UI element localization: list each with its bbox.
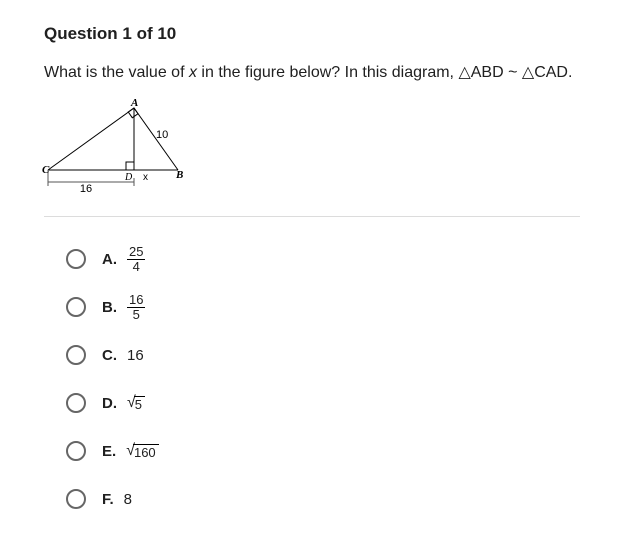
choice-B[interactable]: B. 165 xyxy=(66,285,580,329)
choice-D[interactable]: D. √5 xyxy=(66,381,580,425)
choice-E[interactable]: E. √160 xyxy=(66,429,580,473)
choice-value: √5 xyxy=(127,394,145,412)
radicand: 5 xyxy=(134,396,145,412)
radio-icon[interactable] xyxy=(66,393,86,413)
choice-letter: F. xyxy=(102,491,114,508)
frac-num: 25 xyxy=(127,245,145,260)
q-prefix: What is the value of xyxy=(44,64,189,81)
label-x: x xyxy=(143,172,148,183)
q-sim2: △CAD xyxy=(522,64,568,81)
label-C: C xyxy=(42,164,50,176)
choice-C[interactable]: C. 16 xyxy=(66,333,580,377)
label-16: 16 xyxy=(80,183,92,195)
radio-icon[interactable] xyxy=(66,441,86,461)
q-suffix: . xyxy=(568,64,572,81)
choice-letter: E. xyxy=(102,443,116,460)
radio-icon[interactable] xyxy=(66,297,86,317)
choice-value: 254 xyxy=(127,245,145,275)
label-B: B xyxy=(175,169,183,181)
choice-letter: B. xyxy=(102,299,117,316)
answer-choices: A. 254 B. 165 C. 16 D. √5 E. xyxy=(44,237,580,521)
radicand: 160 xyxy=(133,444,159,460)
choice-letter: A. xyxy=(102,251,117,268)
question-text: What is the value of x in the figure bel… xyxy=(44,62,580,84)
radio-icon[interactable] xyxy=(66,249,86,269)
divider xyxy=(44,216,580,217)
choice-letter: C. xyxy=(102,347,117,364)
radio-icon[interactable] xyxy=(66,489,86,509)
label-D: D xyxy=(124,172,133,183)
choice-A[interactable]: A. 254 xyxy=(66,237,580,281)
label-10: 10 xyxy=(156,129,168,141)
frac-num: 16 xyxy=(127,293,145,308)
q-var: x xyxy=(189,64,197,81)
choice-F[interactable]: F. 8 xyxy=(66,477,580,521)
choice-value: 16 xyxy=(127,347,144,364)
frac-den: 5 xyxy=(127,308,145,322)
q-sim1: △ABD xyxy=(458,64,503,81)
choice-value: 8 xyxy=(124,491,132,508)
question-header: Question 1 of 10 xyxy=(44,24,580,44)
choice-value: 165 xyxy=(127,293,145,323)
choice-value: √160 xyxy=(126,442,158,460)
choice-letter: D. xyxy=(102,395,117,412)
q-mid: in the figure below? In this diagram, xyxy=(197,64,458,81)
q-tilde: ~ xyxy=(504,64,522,81)
triangle-figure: A B C D x 10 16 xyxy=(42,98,222,198)
label-A: A xyxy=(130,98,138,109)
frac-den: 4 xyxy=(127,260,145,274)
radio-icon[interactable] xyxy=(66,345,86,365)
